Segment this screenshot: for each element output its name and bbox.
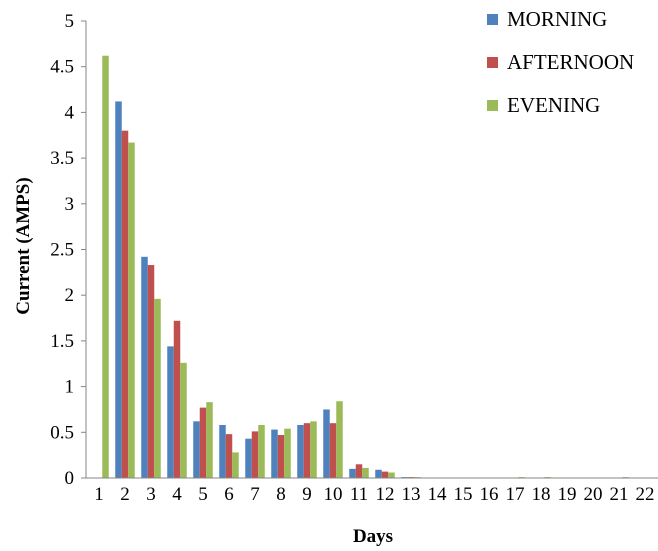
x-tick-label: 3 [146, 484, 156, 505]
bar-afternoon-day-11 [356, 464, 363, 478]
bar-morning-day-9 [297, 425, 304, 478]
bar-evening-day-2 [128, 143, 135, 478]
x-tick-label: 7 [250, 484, 260, 505]
x-tick-label: 21 [610, 484, 629, 505]
bar-afternoon-day-4 [174, 321, 181, 478]
x-tick-label: 2 [120, 484, 130, 505]
legend-item-evening: EVENING [487, 93, 600, 117]
y-axis-title: Current (AMPS) [13, 177, 34, 314]
x-tick-label: 5 [198, 484, 208, 505]
x-tick-label: 16 [480, 484, 499, 505]
y-tick-label: 2 [65, 285, 75, 306]
legend-swatch [487, 100, 498, 111]
bar-morning-day-3 [141, 257, 148, 478]
bar-evening-day-5 [206, 402, 213, 478]
y-tick-label: 1.5 [50, 331, 74, 352]
legend-item-afternoon: AFTERNOON [487, 50, 634, 74]
y-tick-label: 3.5 [50, 148, 74, 169]
x-tick-label: 18 [532, 484, 551, 505]
x-tick-label: 8 [276, 484, 286, 505]
legend-label: AFTERNOON [507, 50, 634, 74]
bar-afternoon-day-5 [200, 408, 207, 478]
x-tick-label: 4 [172, 484, 182, 505]
y-tick-label: 4.5 [50, 57, 74, 78]
bar-morning-day-11 [349, 469, 356, 478]
bar-evening-day-11 [362, 468, 369, 478]
x-tick-label: 13 [402, 484, 421, 505]
bar-afternoon-day-10 [330, 423, 337, 478]
bar-afternoon-day-7 [252, 431, 259, 478]
bar-morning-day-12 [375, 470, 382, 478]
x-tick-label: 9 [302, 484, 312, 505]
y-tick-label: 0 [65, 468, 75, 489]
bar-morning-day-8 [271, 430, 278, 478]
x-tick-label: 17 [506, 484, 525, 505]
bar-evening-day-10 [336, 401, 343, 478]
series-morning [115, 101, 642, 478]
x-axis-title: Days [353, 526, 393, 546]
x-tick-label: 14 [428, 484, 448, 505]
bar-morning-day-2 [115, 101, 122, 478]
y-tick-label: 1 [65, 377, 75, 398]
x-tick-label: 15 [454, 484, 473, 505]
bar-evening-day-8 [284, 429, 291, 478]
series-afternoon [122, 131, 649, 478]
x-tick-label: 22 [636, 484, 655, 505]
bar-afternoon-day-6 [226, 434, 233, 478]
bar-morning-day-10 [323, 409, 330, 478]
bar-morning-day-4 [167, 346, 174, 478]
bar-evening-day-12 [388, 473, 395, 478]
bars-layer [102, 56, 655, 478]
legend-label: MORNING [507, 7, 607, 31]
y-tick-label: 3 [65, 194, 75, 215]
series-evening [102, 56, 655, 478]
x-tick-label: 12 [376, 484, 395, 505]
bar-evening-day-4 [180, 363, 187, 478]
bar-afternoon-day-12 [382, 472, 389, 478]
bar-evening-day-1 [102, 56, 109, 478]
x-tick-label: 10 [324, 484, 343, 505]
bar-morning-day-7 [245, 439, 252, 478]
x-tick-label: 20 [584, 484, 603, 505]
legend-swatch [487, 57, 498, 68]
x-tick-label: 1 [94, 484, 104, 505]
y-tick-label: 4 [65, 102, 75, 123]
bar-evening-day-7 [258, 425, 265, 478]
bar-morning-day-6 [219, 425, 226, 478]
legend: MORNING AFTERNOON EVENING [487, 7, 634, 117]
bar-evening-day-6 [232, 452, 239, 478]
bar-morning-day-5 [193, 421, 200, 478]
bar-afternoon-day-8 [278, 435, 285, 478]
bar-afternoon-day-3 [148, 265, 155, 478]
legend-label: EVENING [507, 93, 600, 117]
bar-evening-day-3 [154, 299, 161, 478]
y-tick-label: 5 [65, 11, 75, 32]
bar-afternoon-day-9 [304, 423, 311, 478]
legend-swatch [487, 14, 498, 25]
legend-item-morning: MORNING [487, 7, 607, 31]
bar-evening-day-9 [310, 421, 317, 478]
x-tick-label: 6 [224, 484, 234, 505]
bar-afternoon-day-2 [122, 131, 129, 478]
y-tick-label: 0.5 [50, 422, 74, 443]
x-tick-label: 19 [558, 484, 577, 505]
y-tick-label: 2.5 [50, 240, 74, 261]
x-tick-label: 11 [350, 484, 368, 505]
